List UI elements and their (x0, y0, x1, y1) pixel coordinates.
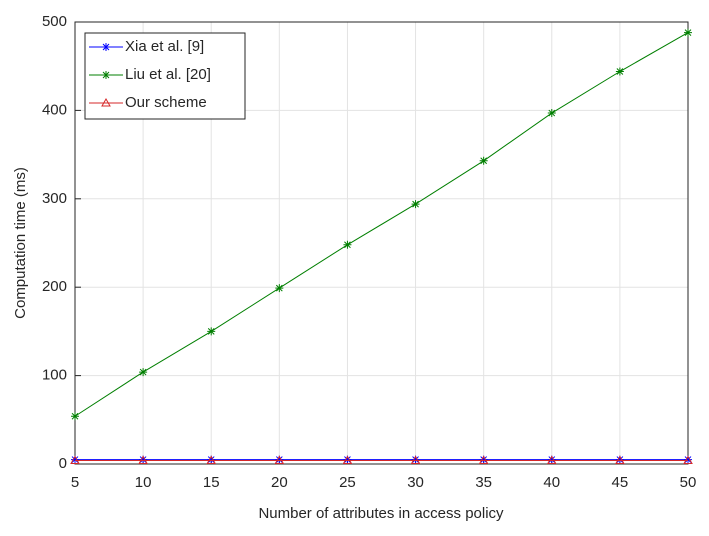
data-point (139, 368, 148, 377)
data-point (70, 455, 80, 464)
data-point (411, 455, 420, 464)
x-tick-label: 35 (475, 474, 492, 491)
legend-label: Xia et al. [9] (125, 38, 204, 55)
legend-marker (101, 97, 111, 107)
x-tick-label: 15 (203, 474, 220, 491)
data-point (410, 455, 421, 464)
legend: Xia et al. [9] Liu et al. [20] Our scheme (84, 32, 246, 120)
x-tick-label: 30 (407, 474, 424, 491)
y-tick-label: 500 (42, 13, 67, 30)
data-point (275, 455, 284, 464)
data-point (71, 412, 79, 421)
data-point (207, 327, 216, 336)
data-point (684, 28, 692, 37)
y-axis-label: Computation time (ms) (12, 167, 29, 319)
series-line (74, 32, 689, 417)
x-tick-label: 10 (135, 474, 152, 491)
data-point (615, 455, 625, 464)
data-point (479, 455, 488, 464)
data-point (547, 455, 556, 464)
x-tick-label: 20 (271, 474, 288, 491)
x-tick-label: 40 (543, 474, 560, 491)
y-tick-label: 200 (42, 278, 67, 295)
data-point (479, 156, 488, 165)
data-point (71, 455, 79, 464)
data-point (478, 455, 489, 464)
x-tick-label: 45 (612, 474, 629, 491)
x-tick-label: 25 (339, 474, 356, 491)
data-point (139, 455, 148, 464)
y-tick-label: 400 (42, 101, 67, 118)
data-point (274, 455, 285, 464)
legend-marker (102, 71, 110, 79)
data-point (207, 455, 216, 464)
data-point (547, 109, 556, 118)
data-point (411, 200, 420, 209)
data-point (206, 455, 217, 464)
legend-marker (102, 43, 110, 51)
x-tick-label: 5 (71, 474, 79, 491)
data-point (275, 284, 284, 293)
data-point (342, 455, 353, 464)
plot-frame (74, 21, 689, 465)
legend-label: Liu et al. [20] (125, 66, 211, 83)
y-tick-label: 0 (59, 455, 67, 472)
data-point (546, 455, 557, 464)
data-point (615, 67, 624, 76)
data-point (138, 455, 148, 464)
x-tick-label: 50 (680, 474, 697, 491)
data-point (683, 455, 693, 464)
data-point (615, 455, 624, 464)
x-axis-label: Number of attributes in access policy (258, 505, 504, 522)
data-point (343, 240, 352, 249)
y-tick-label: 300 (42, 190, 67, 207)
y-tick-label: 100 (42, 367, 67, 384)
data-point (684, 455, 692, 464)
legend-label: Our scheme (125, 94, 207, 111)
data-point (343, 455, 352, 464)
